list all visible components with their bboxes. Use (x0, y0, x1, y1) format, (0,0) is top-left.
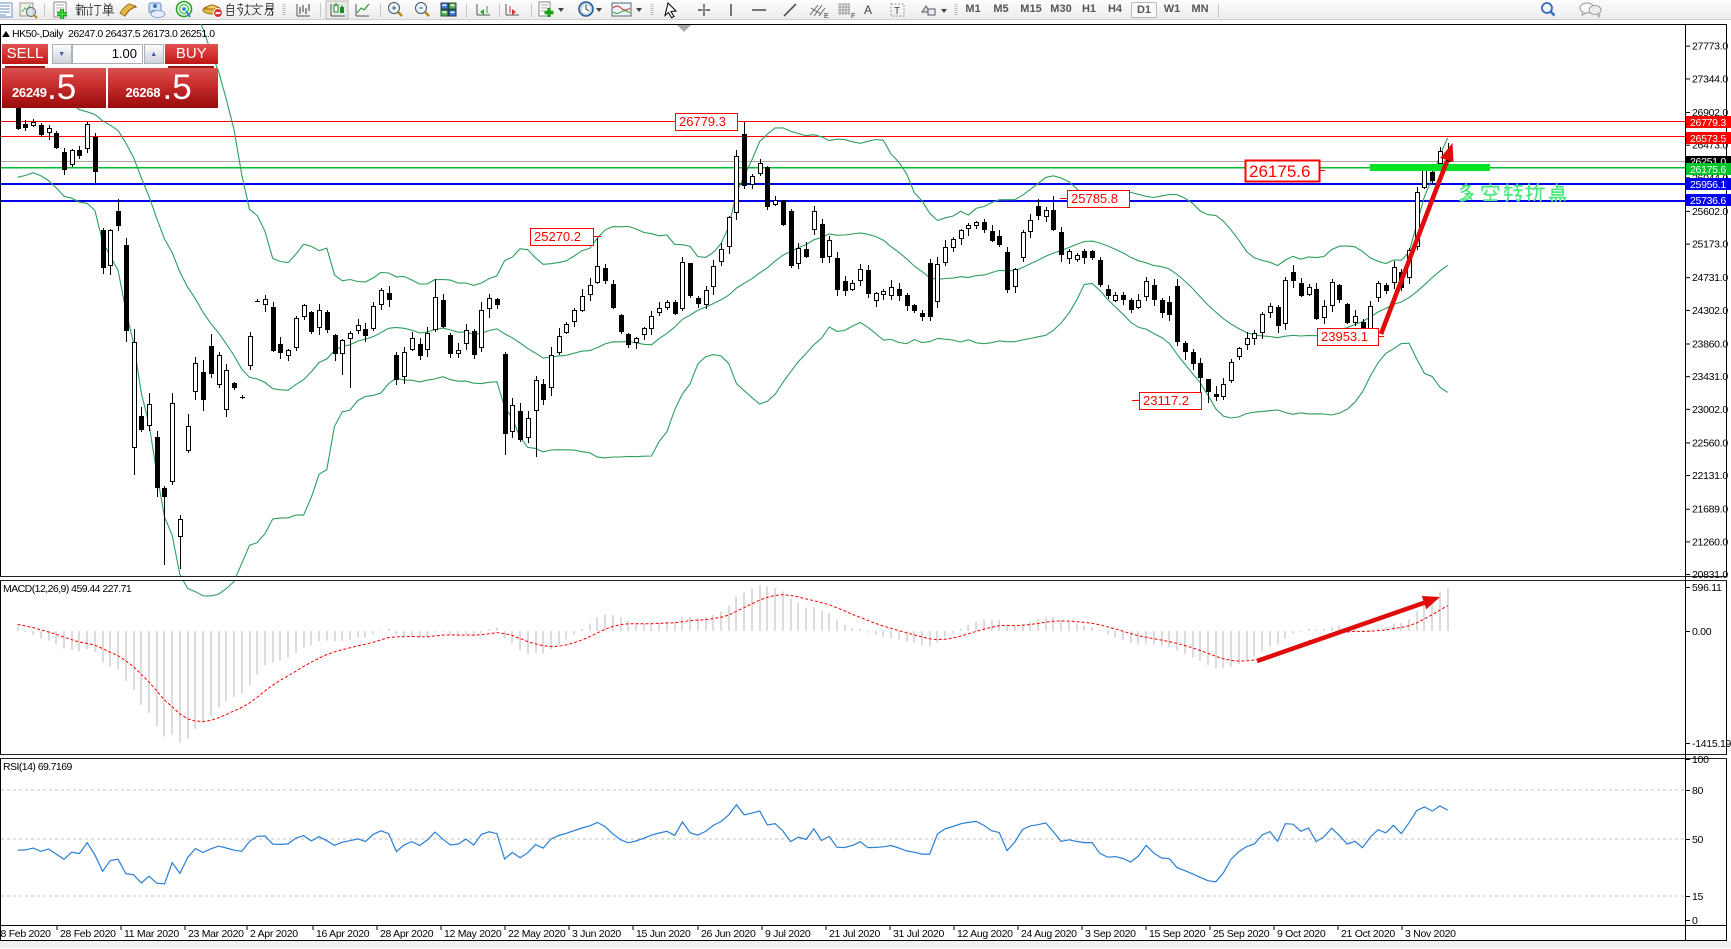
svg-text:23953.1: 23953.1 (1321, 329, 1368, 344)
svg-text:3 Jun 2020: 3 Jun 2020 (572, 928, 621, 940)
svg-text:11 Mar 2020: 11 Mar 2020 (124, 928, 179, 940)
svg-text:23431.0: 23431.0 (1692, 371, 1728, 383)
svg-text:9 Oct 2020: 9 Oct 2020 (1277, 928, 1326, 940)
svg-text:100: 100 (1692, 754, 1709, 766)
svg-text:E: E (824, 13, 829, 20)
svg-text:2 Apr 2020: 2 Apr 2020 (250, 928, 298, 940)
svg-text:0.00: 0.00 (1692, 626, 1712, 638)
svg-text:15: 15 (1692, 891, 1704, 903)
svg-text:RSI(14) 69.7169: RSI(14) 69.7169 (3, 761, 73, 773)
svg-text:21 Jul 2020: 21 Jul 2020 (829, 928, 880, 940)
svg-text:MACD(12,26,9) 459.44 227.71: MACD(12,26,9) 459.44 227.71 (3, 583, 132, 595)
svg-text:22560.0: 22560.0 (1692, 437, 1728, 449)
svg-text:21260.0: 21260.0 (1692, 536, 1728, 548)
svg-text:23117.2: 23117.2 (1143, 393, 1189, 408)
svg-text:24 Aug 2020: 24 Aug 2020 (1021, 928, 1077, 940)
svg-text:15 Jun 2020: 15 Jun 2020 (636, 928, 691, 940)
svg-text:23 Mar 2020: 23 Mar 2020 (188, 928, 244, 940)
svg-text:3 Sep 2020: 3 Sep 2020 (1085, 928, 1136, 940)
svg-text:22131.0: 22131.0 (1692, 470, 1728, 482)
svg-text:16 Apr 2020: 16 Apr 2020 (316, 928, 370, 940)
svg-text:9 Jul 2020: 9 Jul 2020 (765, 928, 811, 940)
svg-text:15 Sep 2020: 15 Sep 2020 (1149, 928, 1206, 940)
svg-text:25736.6: 25736.6 (1690, 195, 1726, 207)
svg-text:596.11: 596.11 (1692, 582, 1722, 594)
svg-text:12 Aug 2020: 12 Aug 2020 (957, 928, 1013, 940)
svg-text:T: T (894, 6, 900, 17)
svg-text:27344.0: 27344.0 (1692, 73, 1728, 85)
svg-text:26779.3: 26779.3 (1690, 117, 1726, 129)
svg-text:25270.2: 25270.2 (534, 229, 581, 244)
svg-text:26175.6: 26175.6 (1249, 162, 1310, 181)
svg-text:24302.0: 24302.0 (1692, 305, 1728, 317)
svg-text:80: 80 (1692, 785, 1704, 797)
svg-text:0: 0 (1692, 915, 1698, 927)
svg-text:21 Oct 2020: 21 Oct 2020 (1341, 928, 1395, 940)
svg-text:26175.6: 26175.6 (1690, 164, 1726, 176)
svg-text:28 Apr 2020: 28 Apr 2020 (380, 928, 434, 940)
svg-text:HK50-,Daily 26247.0 26437.5 2: HK50-,Daily 26247.0 26437.5 26173.0 2625… (12, 28, 215, 40)
svg-text:27773.0: 27773.0 (1692, 41, 1728, 53)
svg-text:18 Feb 2020: 18 Feb 2020 (0, 928, 51, 940)
svg-text:A: A (864, 3, 872, 17)
svg-text:23860.0: 23860.0 (1692, 339, 1728, 351)
svg-text:F: F (851, 13, 855, 20)
svg-text:25785.8: 25785.8 (1071, 191, 1118, 206)
svg-text:12 May 2020: 12 May 2020 (444, 928, 502, 940)
svg-text:-1415.19: -1415.19 (1692, 738, 1731, 750)
svg-text:26573.5: 26573.5 (1690, 133, 1726, 145)
svg-text:20831.0: 20831.0 (1692, 569, 1728, 581)
svg-text:3 Nov 2020: 3 Nov 2020 (1405, 928, 1456, 940)
svg-text:25602.0: 25602.0 (1692, 206, 1728, 218)
svg-text:25173.0: 25173.0 (1692, 239, 1728, 251)
svg-text:26779.3: 26779.3 (679, 114, 726, 129)
svg-text:28 Feb 2020: 28 Feb 2020 (60, 928, 116, 940)
svg-text:25956.1: 25956.1 (1690, 179, 1726, 191)
svg-text:31 Jul 2020: 31 Jul 2020 (893, 928, 944, 940)
svg-text:21689.0: 21689.0 (1692, 504, 1728, 516)
svg-text:23002.0: 23002.0 (1692, 404, 1728, 416)
svg-text:24731.0: 24731.0 (1692, 272, 1728, 284)
svg-text:26 Jun 2020: 26 Jun 2020 (701, 928, 756, 940)
svg-text:22 May 2020: 22 May 2020 (508, 928, 566, 940)
svg-text:50: 50 (1692, 834, 1704, 846)
svg-text:25 Sep 2020: 25 Sep 2020 (1213, 928, 1270, 940)
